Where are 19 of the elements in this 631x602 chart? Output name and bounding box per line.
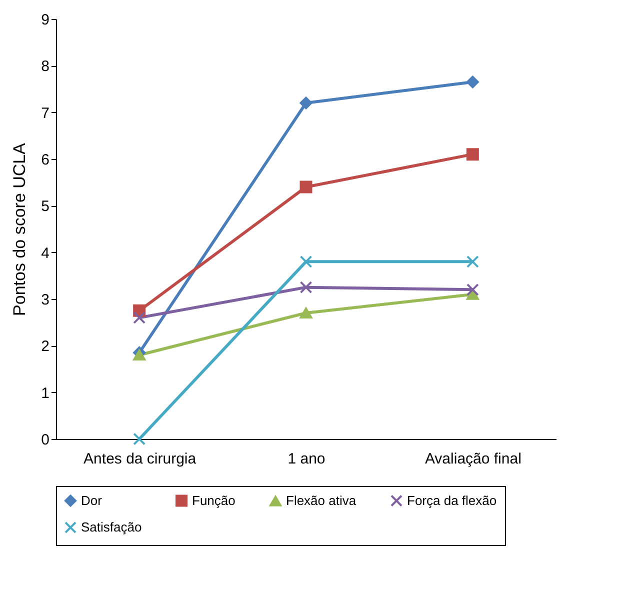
x-tick-label: Avaliação final — [424, 450, 522, 468]
y-axis-title: Pontos do score UCLA — [10, 142, 30, 316]
y-tick-label: 6 — [41, 152, 50, 168]
y-tick-label: 0 — [41, 432, 50, 448]
y-tick-label: 1 — [41, 384, 50, 402]
x-tick-label: Antes da cirurgia — [84, 450, 197, 468]
y-tick-label: 9 — [41, 12, 50, 28]
y-tick-label: 8 — [41, 58, 50, 76]
y-tick-label: 5 — [41, 198, 50, 216]
legend-label: Função — [192, 492, 236, 508]
y-tick-label: 7 — [41, 104, 50, 122]
legend-label: Satisfação — [81, 520, 142, 534]
legend-label: Dor — [81, 492, 103, 508]
y-tick-label: 3 — [41, 292, 50, 308]
y-tick-label: 4 — [41, 244, 50, 262]
legend-label: Flexão ativa — [286, 493, 357, 508]
y-tick-label: 2 — [41, 338, 50, 356]
legend-label: Força da flexão — [407, 492, 497, 508]
x-tick-label: 1 ano — [288, 450, 326, 468]
